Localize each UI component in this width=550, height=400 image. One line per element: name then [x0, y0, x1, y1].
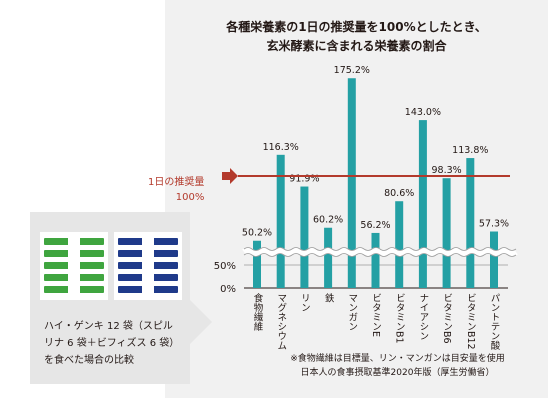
chart-subtitle: 玄米酵素に含まれる栄養素の割合	[266, 39, 447, 53]
bar	[300, 186, 309, 288]
product-package-green	[40, 232, 108, 300]
x-tick-label: ビタミンB6	[441, 293, 453, 344]
bar	[347, 78, 356, 289]
axis-break-line	[243, 247, 517, 251]
product-caption: ハイ・ゲンキ 12 袋（スピル リナ 6 袋＋ビフィズス 6 袋） を食べた場合…	[44, 321, 180, 366]
x-tick-label: パントテン酸	[489, 293, 501, 351]
y-tick-label: 50%	[214, 261, 236, 272]
bar	[395, 201, 404, 288]
x-tick-label: ビタミンB12	[465, 293, 477, 350]
reference-label: 1日の推奨量 100%	[148, 177, 205, 203]
bar	[253, 240, 261, 288]
bar	[418, 120, 427, 288]
data-label: 98.3%	[432, 165, 462, 176]
data-label: 60.2%	[313, 215, 343, 226]
chart-title: 各種栄養素の1日の推奨量を100%としたとき、	[226, 20, 487, 34]
x-tick-label: ビタミンB1	[394, 293, 406, 344]
bar	[371, 232, 380, 288]
x-tick-label: 鉄	[323, 292, 335, 303]
bar	[324, 227, 333, 288]
reference-arrow-icon	[222, 168, 238, 184]
x-tick-label: リン	[299, 293, 310, 312]
data-label: 80.6%	[384, 188, 414, 199]
y-tick-label: 0%	[220, 284, 236, 295]
data-label: 57.3%	[479, 219, 509, 230]
data-label: 50.2%	[242, 228, 272, 239]
data-label: 56.2%	[360, 220, 390, 231]
axis-break-gap	[242, 247, 518, 257]
pointer-triangle	[190, 300, 212, 344]
data-label: 91.9%	[289, 174, 319, 185]
bar	[490, 231, 498, 288]
product-package-blue	[114, 232, 182, 300]
data-label: 116.3%	[263, 142, 299, 153]
x-tick-label: 食物繊維	[252, 292, 264, 332]
bar	[276, 154, 285, 288]
chart-panel	[165, 0, 548, 398]
x-tick-label: マグネシウム	[275, 293, 287, 350]
bar	[466, 158, 475, 288]
bar	[442, 178, 451, 288]
x-tick-label: マンガン	[346, 293, 358, 331]
axis-break-line	[243, 253, 517, 257]
data-label: 175.2%	[334, 65, 370, 76]
data-label: 143.0%	[405, 107, 441, 118]
x-tick-label: ビタミンE	[370, 293, 382, 337]
footnote: ※食物繊維は目標量、リン・マンガンは目安量を使用 日本人の食事摂取基準2020年…	[290, 354, 505, 378]
x-tick-label: ナイアシン	[417, 293, 429, 341]
data-label: 113.8%	[452, 145, 488, 156]
